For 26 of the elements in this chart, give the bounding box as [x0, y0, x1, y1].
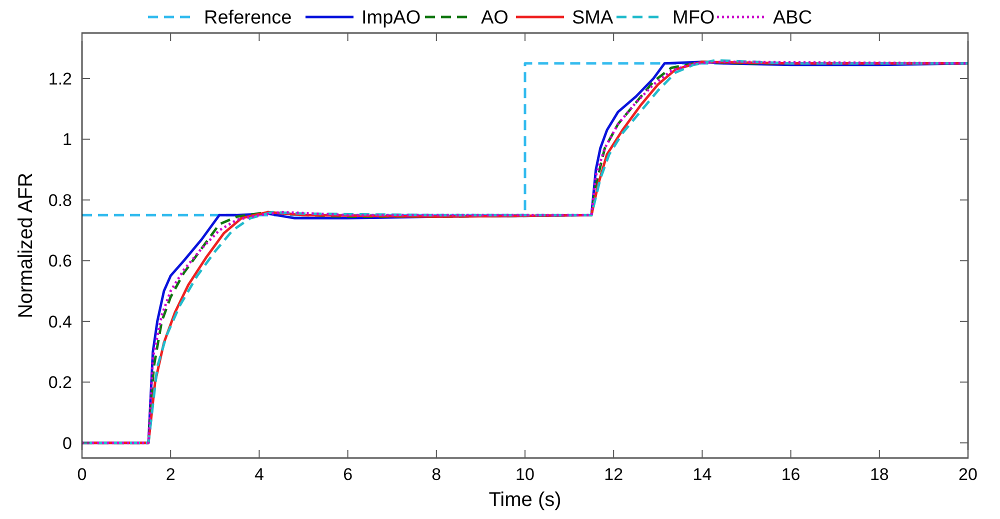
- y-tick-label: 0.4: [48, 312, 72, 332]
- y-tick-label: 1: [62, 130, 72, 150]
- x-axis-title: Time (s): [488, 489, 562, 511]
- legend-label: MFO: [672, 8, 715, 29]
- x-tick-label: 6: [343, 465, 353, 484]
- x-tick-label: 10: [516, 465, 534, 484]
- legend-label: SMA: [572, 8, 614, 29]
- legend-label: ImpAO: [362, 8, 421, 29]
- x-tick-label: 2: [166, 465, 176, 484]
- y-axis-title: Normalized AFR: [15, 172, 37, 318]
- legend-label: Reference: [204, 8, 292, 29]
- y-tick-label: 0.8: [48, 190, 72, 210]
- x-tick-label: 4: [254, 465, 264, 484]
- y-tick-label: 0: [62, 434, 72, 453]
- x-tick-label: 16: [781, 465, 800, 484]
- x-tick-label: 12: [604, 465, 624, 484]
- y-tick-label: 0.2: [48, 373, 72, 392]
- x-tick-label: 8: [432, 465, 442, 484]
- legend-label: AO: [481, 8, 508, 29]
- legend-label: ABC: [773, 8, 812, 29]
- y-tick-label: 0.6: [48, 252, 72, 271]
- x-tick-label: 18: [870, 465, 889, 484]
- x-tick-label: 0: [77, 465, 87, 484]
- x-tick-label: 14: [692, 465, 712, 484]
- x-tick-label: 20: [958, 465, 978, 484]
- y-tick-label: 1.2: [48, 69, 72, 88]
